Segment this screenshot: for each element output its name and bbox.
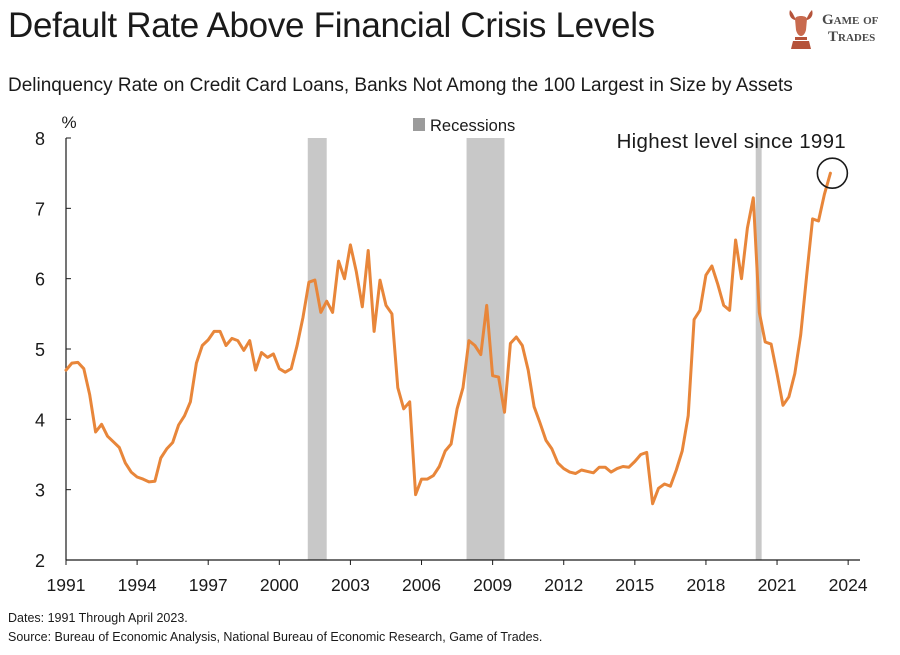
y-axis-unit-label: % xyxy=(61,113,76,132)
y-tick-label: 2 xyxy=(35,551,45,571)
logo-wordmark: Game of Trades xyxy=(822,12,878,46)
x-tick-label: 2012 xyxy=(544,575,583,595)
x-tick-label: 1991 xyxy=(47,575,86,595)
x-tick-label: 1997 xyxy=(189,575,228,595)
y-tick-label: 6 xyxy=(35,270,45,290)
highlight-circle xyxy=(816,157,849,189)
bull-head-icon xyxy=(789,10,813,49)
logo-line-2: Trades xyxy=(828,29,876,45)
legend-recession-swatch xyxy=(413,118,425,131)
game-of-trades-logo: Game of Trades xyxy=(786,4,894,54)
x-tick-label: 2009 xyxy=(473,575,512,595)
logo-line-1: Game of xyxy=(822,12,879,28)
x-tick-label: 2018 xyxy=(686,575,725,595)
y-tick-label: 3 xyxy=(35,481,45,501)
footer-dates: Dates: 1991 Through April 2023. xyxy=(8,611,188,625)
x-tick-label: 2003 xyxy=(331,575,370,595)
annotation-text: Highest level since 1991 xyxy=(617,130,846,153)
legend-recession-label: Recessions xyxy=(430,117,515,135)
x-tick-label: 2021 xyxy=(758,575,797,595)
footer-source: Source: Bureau of Economic Analysis, Nat… xyxy=(8,630,543,644)
recession-band-3 xyxy=(755,138,762,560)
chart-subtitle: Delinquency Rate on Credit Card Loans, B… xyxy=(8,75,793,96)
y-tick-label: 8 xyxy=(35,129,45,149)
delinquency-rate-line xyxy=(64,171,832,506)
y-tick-label: 5 xyxy=(35,340,45,360)
recession-band-1 xyxy=(307,138,327,560)
chart-title: Default Rate Above Financial Crisis Leve… xyxy=(8,6,655,45)
x-tick-label: 1994 xyxy=(118,575,157,595)
delinquency-line-chart: 2 3 4 5 6 7 8% 1991 1994 1997 2000 2003 2006 2009 2012… xyxy=(35,113,868,595)
y-tick-label: 7 xyxy=(35,199,45,219)
x-tick-label: 2015 xyxy=(615,575,654,595)
y-tick-label: 4 xyxy=(35,410,45,430)
recession-band-2 xyxy=(466,138,505,560)
x-tick-label: 2006 xyxy=(402,575,441,595)
x-tick-label: 2000 xyxy=(260,575,299,595)
x-tick-label: 2024 xyxy=(829,575,868,595)
